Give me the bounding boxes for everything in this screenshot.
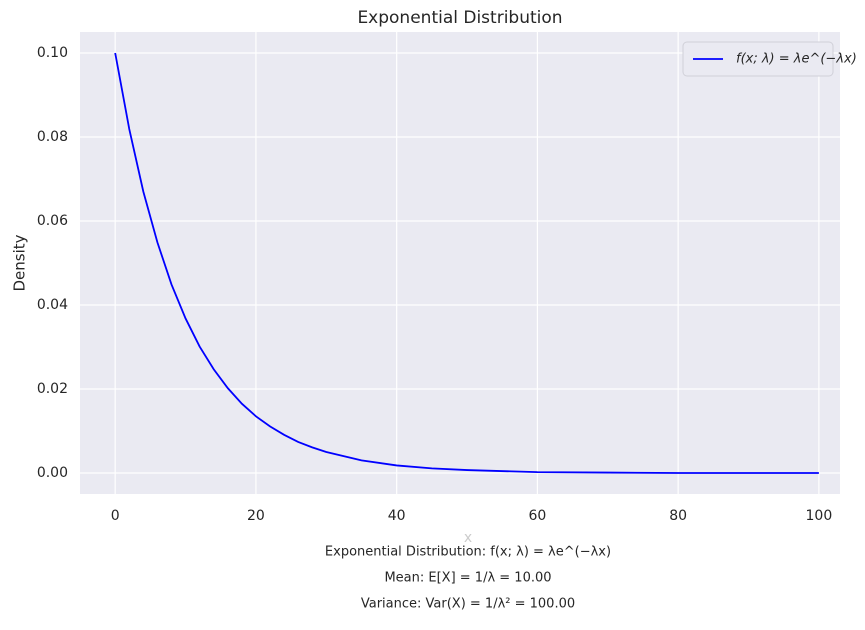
y-tick-label: 0.00 — [37, 465, 68, 481]
plot-area — [80, 32, 840, 494]
y-tick-label: 0.02 — [37, 381, 68, 397]
annotation: Mean: E[X] = 1/λ = 10.00 — [384, 571, 551, 586]
y-tick-label: 0.08 — [37, 129, 68, 145]
x-tick-label: 100 — [806, 508, 833, 524]
y-tick-label: 0.04 — [37, 297, 68, 313]
legend-label: f(x; λ) = λe^(−λx) — [736, 52, 857, 67]
x-tick-label: 40 — [388, 508, 406, 524]
chart-title: Exponential Distribution — [357, 8, 562, 28]
x-tick-label: 60 — [528, 508, 546, 524]
y-tick-label: 0.06 — [37, 213, 68, 229]
annotation: Exponential Distribution: f(x; λ) = λe^(… — [325, 545, 611, 560]
x-axis-label: x — [464, 530, 472, 546]
legend-box — [682, 41, 834, 77]
y-axis-label: Density — [11, 234, 29, 291]
line — [114, 52, 819, 474]
x-tick-label: 80 — [669, 508, 687, 524]
annotation: Variance: Var(X) = 1/λ² = 100.00 — [361, 597, 575, 612]
x-tick-label: 20 — [247, 508, 265, 524]
x-tick-label: 0 — [111, 508, 120, 524]
y-tick-label: 0.10 — [37, 45, 68, 61]
